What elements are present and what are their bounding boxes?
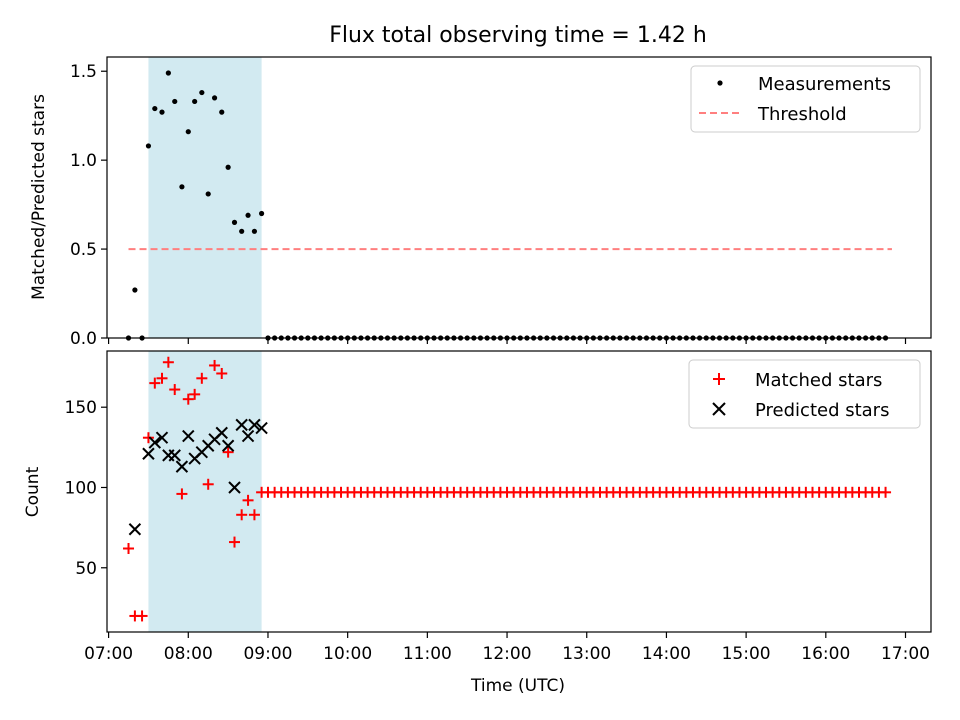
matched-star-point bbox=[176, 488, 188, 500]
matched-star-point bbox=[136, 610, 148, 622]
legend-measurements-marker bbox=[717, 80, 723, 86]
measurement-point bbox=[172, 98, 178, 105]
legend-measurements-label: Measurements bbox=[758, 74, 891, 95]
bottom-xtick-label: 14:00 bbox=[642, 644, 691, 664]
bottom-xtick-label: 15:00 bbox=[722, 644, 771, 664]
matched-star-point bbox=[123, 543, 135, 555]
legend-matched-marker bbox=[713, 373, 725, 385]
measurement-point bbox=[245, 212, 251, 218]
bottom-xtick-label: 12:00 bbox=[483, 644, 532, 664]
bottom-xtick-label: 11:00 bbox=[403, 644, 452, 664]
legend-threshold-label: Threshold bbox=[757, 104, 847, 125]
measurement-point bbox=[239, 228, 245, 234]
legend-predicted-marker bbox=[712, 402, 726, 416]
top-highlight-span bbox=[148, 57, 262, 338]
top-ytick-label: 0.5 bbox=[70, 240, 97, 260]
measurement-point bbox=[205, 191, 211, 197]
predicted-star-point bbox=[255, 421, 268, 435]
top-y-axis-label: Matched/Predicted stars bbox=[29, 94, 49, 300]
predicted-star-point bbox=[228, 481, 241, 494]
measurement-point bbox=[185, 129, 191, 135]
measurement-point bbox=[231, 219, 238, 225]
predicted-star-point bbox=[215, 426, 228, 440]
top-axes-frame bbox=[106, 56, 932, 339]
matched-star-point bbox=[169, 384, 181, 396]
measurement-point bbox=[225, 164, 231, 170]
matched-star-point bbox=[196, 372, 208, 384]
bottom-y-axis-label: Count bbox=[23, 466, 43, 517]
predicted-star-point bbox=[182, 429, 195, 443]
matched-star-point bbox=[229, 536, 241, 548]
predicted-star-point bbox=[248, 418, 261, 432]
measurement-point bbox=[159, 109, 165, 115]
measurement-point bbox=[132, 287, 138, 293]
bottom-panel: 50 100 150 07:00 08:00 09:00 10:00 11:00 12:00 1… bbox=[23, 350, 932, 696]
matched-star-point bbox=[236, 509, 248, 521]
matched-star-point bbox=[222, 446, 234, 458]
legend-matched-label: Matched stars bbox=[755, 370, 882, 391]
matched-star-point bbox=[202, 478, 214, 490]
measurement-point bbox=[165, 70, 171, 76]
bottom-xtick-label: 16:00 bbox=[801, 644, 850, 664]
top-legend: Measurements Threshold bbox=[690, 65, 921, 133]
top-ytick-label: 1.0 bbox=[70, 151, 97, 171]
measurement-point bbox=[199, 89, 205, 96]
matched-star-point bbox=[189, 388, 201, 400]
matched-star-point bbox=[880, 486, 892, 498]
measurement-point bbox=[251, 228, 258, 234]
matched-star-point bbox=[248, 509, 260, 521]
predicted-star-point bbox=[235, 418, 248, 432]
bottom-ytick-label: 150 bbox=[65, 398, 97, 418]
bottom-legend: Matched stars Predicted stars bbox=[688, 359, 921, 429]
measurement-point bbox=[219, 109, 225, 115]
legend-predicted-label: Predicted stars bbox=[755, 400, 889, 421]
top-ytick-label: 0.0 bbox=[70, 329, 97, 349]
matched-star-point bbox=[162, 356, 174, 368]
bottom-highlight-span bbox=[148, 351, 262, 632]
predicted-star-point bbox=[221, 439, 235, 452]
matched-star-point bbox=[209, 359, 221, 371]
bottom-xtick-label: 08:00 bbox=[164, 644, 213, 664]
bottom-xtick-label: 09:00 bbox=[243, 644, 292, 664]
predicted-star-point bbox=[155, 431, 169, 444]
predicted-star-point bbox=[128, 523, 142, 536]
bottom-axes-frame bbox=[106, 350, 932, 633]
predicted-star-point bbox=[241, 429, 255, 443]
bottom-ytick-label: 100 bbox=[65, 478, 97, 498]
matched-star-point bbox=[182, 393, 194, 405]
predicted-star-point bbox=[148, 436, 162, 449]
bottom-xtick-label: 13:00 bbox=[562, 644, 611, 664]
bottom-xtick-label: 10:00 bbox=[323, 644, 372, 664]
bottom-xtick-label: 17:00 bbox=[881, 644, 930, 664]
top-ytick-label: 1.5 bbox=[70, 62, 97, 82]
bottom-ytick-label: 50 bbox=[75, 559, 97, 579]
matched-star-point bbox=[216, 367, 228, 379]
x-axis-label: Time (UTC) bbox=[470, 676, 565, 696]
predicted-star-point bbox=[168, 449, 181, 462]
measurement-point bbox=[192, 98, 198, 105]
bottom-xtick-label: 07:00 bbox=[84, 644, 133, 664]
measurement-point bbox=[179, 184, 185, 190]
matched-star-point bbox=[142, 432, 154, 444]
matched-star-point bbox=[242, 494, 254, 506]
measurement-point bbox=[145, 143, 152, 149]
measurement-point bbox=[152, 105, 158, 112]
predicted-star-point bbox=[142, 447, 155, 460]
predicted-star-point bbox=[175, 460, 189, 473]
top-panel: 0.0 0.5 1.0 1.5 Matched/Predicted stars Mea… bbox=[29, 56, 932, 349]
measurement-point bbox=[211, 95, 218, 101]
measurement-point bbox=[258, 210, 265, 217]
matched-star-point bbox=[156, 372, 168, 384]
matched-star-point bbox=[149, 377, 161, 389]
chart-title: Flux total observing time = 1.42 h bbox=[329, 23, 707, 48]
